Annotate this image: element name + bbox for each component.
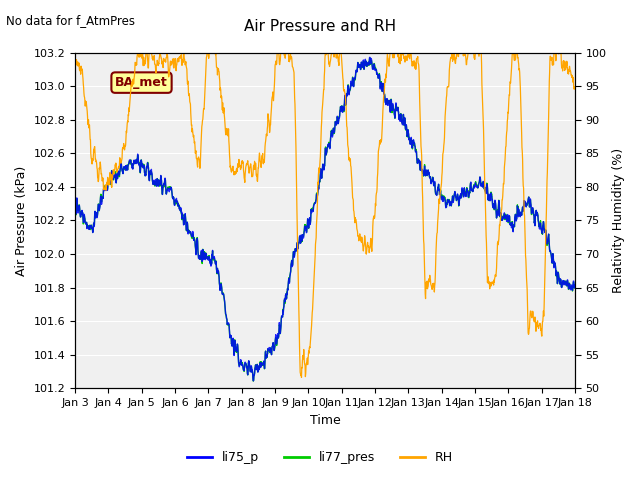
X-axis label: Time: Time — [310, 414, 340, 427]
Y-axis label: Relativity Humidity (%): Relativity Humidity (%) — [612, 148, 625, 293]
Text: No data for f_AtmPres: No data for f_AtmPres — [6, 14, 136, 27]
Legend: li75_p, li77_pres, RH: li75_p, li77_pres, RH — [182, 446, 458, 469]
Y-axis label: Air Pressure (kPa): Air Pressure (kPa) — [15, 165, 28, 276]
Text: Air Pressure and RH: Air Pressure and RH — [244, 19, 396, 34]
Text: BA_met: BA_met — [115, 76, 168, 89]
